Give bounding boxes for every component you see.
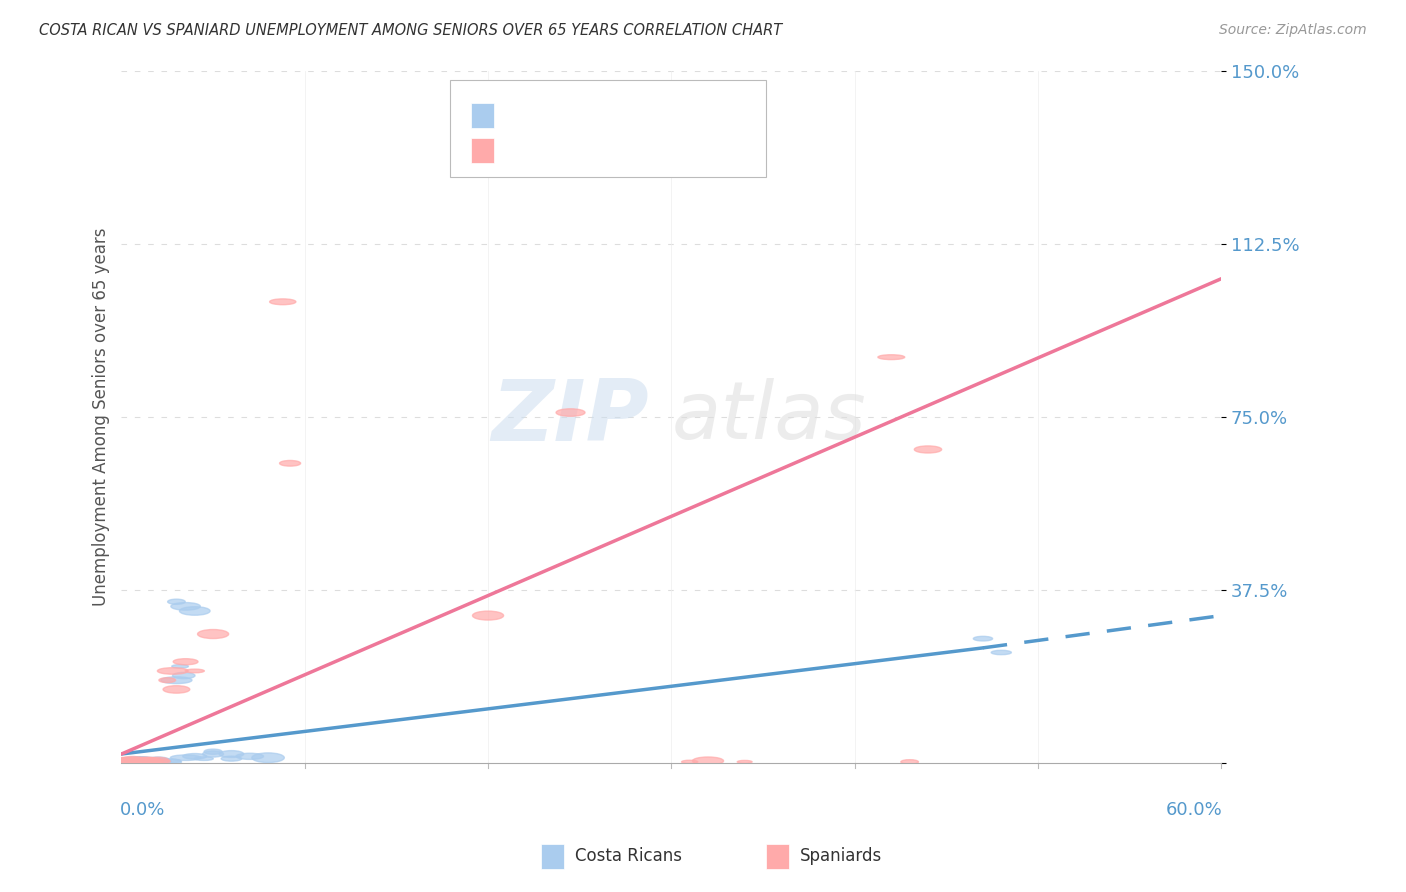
Text: 0.0%: 0.0% [121,801,166,820]
Ellipse shape [124,757,152,764]
Ellipse shape [167,599,186,604]
Ellipse shape [692,757,724,765]
Ellipse shape [122,758,150,764]
Ellipse shape [172,603,200,610]
Ellipse shape [160,677,193,683]
Ellipse shape [991,650,1011,655]
Text: N =: N = [585,107,637,125]
Ellipse shape [194,756,214,761]
Text: Source: ZipAtlas.com: Source: ZipAtlas.com [1219,23,1367,37]
Ellipse shape [914,446,942,453]
Ellipse shape [127,756,153,764]
Ellipse shape [129,757,153,762]
Text: Costa Ricans: Costa Ricans [575,847,682,865]
Ellipse shape [129,757,157,765]
Ellipse shape [115,759,134,763]
Ellipse shape [280,460,301,467]
Ellipse shape [121,756,145,764]
Ellipse shape [115,757,139,762]
Ellipse shape [173,658,198,665]
Ellipse shape [141,758,167,764]
Ellipse shape [186,669,204,673]
Ellipse shape [973,636,993,641]
Ellipse shape [197,630,229,639]
Ellipse shape [877,355,904,359]
Ellipse shape [142,757,156,762]
Ellipse shape [165,759,181,763]
Ellipse shape [219,750,243,757]
Ellipse shape [122,759,139,763]
Ellipse shape [901,760,918,764]
Text: 37: 37 [626,107,648,125]
Text: COSTA RICAN VS SPANIARD UNEMPLOYMENT AMONG SENIORS OVER 65 YEARS CORRELATION CHA: COSTA RICAN VS SPANIARD UNEMPLOYMENT AMO… [39,23,783,38]
Text: 0.221: 0.221 [534,107,586,125]
Ellipse shape [682,760,697,764]
Ellipse shape [555,409,585,417]
Text: 60.0%: 60.0% [1166,801,1222,820]
Ellipse shape [132,757,157,764]
Ellipse shape [135,757,160,764]
Text: Spaniards: Spaniards [800,847,882,865]
Ellipse shape [153,759,181,764]
Ellipse shape [236,753,263,759]
Ellipse shape [121,759,141,764]
Ellipse shape [152,759,172,764]
Ellipse shape [157,668,188,674]
Ellipse shape [170,755,201,761]
Ellipse shape [145,758,163,764]
Ellipse shape [142,758,159,762]
Ellipse shape [202,751,224,757]
Ellipse shape [124,757,141,762]
Ellipse shape [472,611,503,620]
Ellipse shape [136,760,155,763]
Ellipse shape [128,760,143,764]
Text: atlas: atlas [671,378,866,456]
Text: R =: R = [503,143,543,161]
Ellipse shape [159,678,176,682]
Ellipse shape [172,665,188,668]
Ellipse shape [118,759,132,763]
Ellipse shape [146,757,170,764]
Ellipse shape [180,607,209,615]
Ellipse shape [138,759,160,763]
Ellipse shape [252,753,284,763]
Ellipse shape [112,758,142,766]
Text: 0.656: 0.656 [534,143,585,161]
Ellipse shape [270,299,295,305]
Ellipse shape [121,758,148,764]
Ellipse shape [148,757,169,764]
Ellipse shape [128,759,148,764]
Ellipse shape [115,757,143,765]
Ellipse shape [173,673,195,679]
Y-axis label: Unemployment Among Seniors over 65 years: Unemployment Among Seniors over 65 years [93,227,110,607]
Text: 34: 34 [626,143,648,161]
Ellipse shape [204,749,222,755]
Text: ZIP: ZIP [492,376,650,458]
Ellipse shape [129,757,153,763]
Text: N =: N = [585,143,637,161]
Ellipse shape [135,759,159,764]
Ellipse shape [221,756,242,761]
Ellipse shape [142,759,160,764]
Ellipse shape [737,760,752,764]
Ellipse shape [128,757,159,764]
Ellipse shape [183,754,207,759]
Ellipse shape [153,759,170,764]
Ellipse shape [127,758,153,764]
Ellipse shape [120,757,139,764]
Text: R =: R = [503,107,543,125]
Ellipse shape [163,686,190,693]
Ellipse shape [125,759,143,764]
